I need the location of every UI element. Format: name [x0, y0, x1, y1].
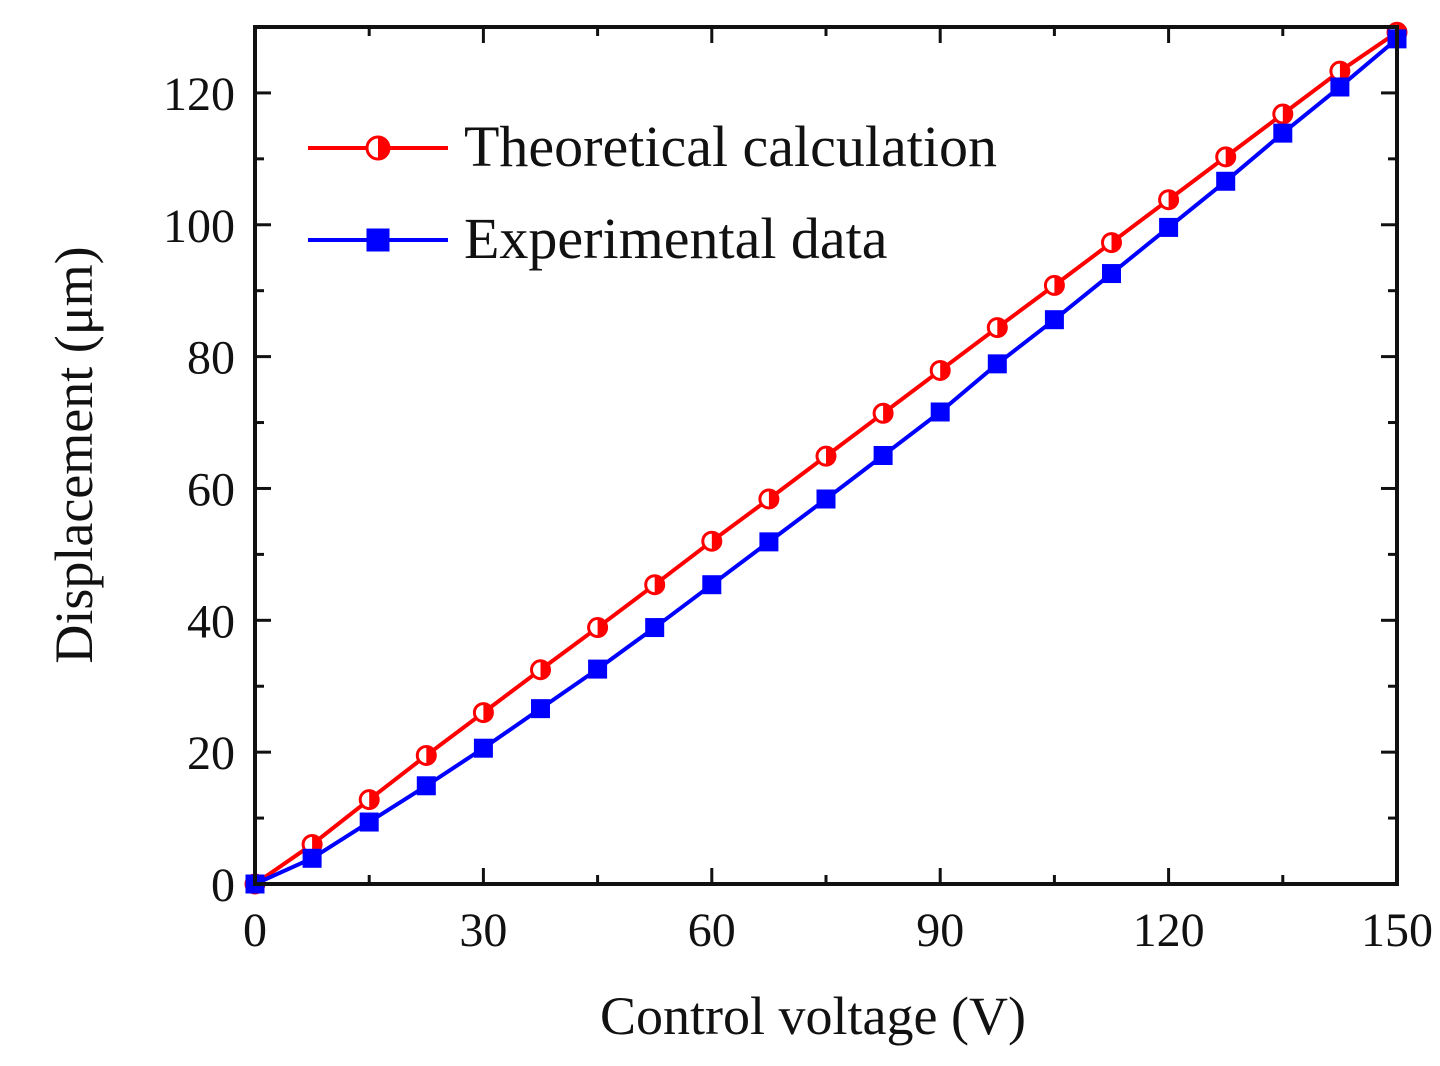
data-point: [359, 812, 379, 832]
data-point: [531, 699, 550, 719]
data-point: [645, 618, 665, 638]
data-point-fill: [1168, 190, 1178, 209]
data-point: [986, 317, 1008, 339]
x-tick-label: 150: [1361, 904, 1433, 957]
data-point: [472, 702, 494, 724]
y-tick-label: 100: [163, 200, 235, 253]
data-point: [701, 530, 723, 552]
y-tick-label: 80: [187, 332, 235, 385]
series-experimental: [245, 29, 1407, 894]
legend-marker-shape-fill: [378, 137, 389, 159]
data-point-fill: [826, 447, 835, 466]
legend-label-theoretical: Theoretical calculation: [464, 114, 997, 179]
x-tick-label: 120: [1133, 904, 1205, 957]
data-point: [759, 532, 779, 552]
data-point-fill: [997, 318, 1007, 337]
data-point: [1158, 189, 1180, 211]
data-point: [1215, 146, 1237, 168]
data-point: [473, 738, 493, 758]
data-point: [587, 617, 609, 639]
data-point-fill: [1111, 233, 1121, 252]
data-point: [416, 776, 436, 796]
data-point: [588, 659, 608, 679]
data-point: [930, 402, 950, 422]
data-point-fill: [883, 404, 893, 423]
data-point-fill: [1339, 62, 1349, 81]
data-point: [1101, 232, 1122, 254]
data-point: [1330, 77, 1350, 97]
data-point: [815, 445, 837, 467]
legend: Theoretical calculation Experimental dat…: [308, 114, 997, 271]
legend-marker-theoretical: [365, 135, 391, 161]
x-axis-title: Control voltage (V): [600, 986, 1026, 1046]
data-point: [644, 574, 666, 596]
legend-label-experimental: Experimental data: [464, 206, 888, 271]
data-point-fill: [540, 660, 550, 679]
data-point: [1272, 103, 1294, 125]
data-point: [1102, 264, 1121, 284]
data-point: [358, 789, 380, 811]
y-tick-label: 60: [187, 463, 235, 516]
data-point: [929, 359, 951, 381]
x-tick-label: 30: [459, 904, 507, 957]
series-layer: [244, 21, 1408, 895]
x-tick-label: 90: [916, 904, 964, 957]
y-tick-label: 0: [211, 859, 235, 912]
y-axis-title: Displacement (μm): [44, 246, 104, 663]
data-point: [816, 489, 836, 509]
data-point-fill: [1225, 147, 1235, 166]
data-point-fill: [426, 746, 436, 765]
data-point: [987, 354, 1007, 374]
data-point: [872, 402, 894, 424]
data-point-fill: [768, 490, 778, 509]
data-point: [1273, 123, 1293, 143]
data-point: [702, 575, 722, 595]
data-point: [873, 446, 893, 465]
data-point: [1044, 310, 1064, 330]
x-tick-label: 60: [688, 904, 736, 957]
legend-marker-shape: [365, 135, 391, 161]
y-tick-label: 20: [187, 727, 235, 780]
data-point: [1329, 60, 1351, 82]
y-tick-label: 120: [163, 68, 235, 121]
data-point: [415, 744, 437, 766]
data-point-fill: [597, 618, 607, 637]
data-point-fill: [711, 532, 721, 551]
data-point: [1159, 217, 1179, 237]
legend-marker-experimental: [366, 228, 390, 252]
data-point-fill: [654, 575, 664, 594]
data-point: [530, 659, 551, 681]
data-point-fill: [483, 703, 493, 722]
data-point: [1043, 274, 1065, 296]
x-tick-label: 0: [243, 904, 267, 957]
tick-layer: 0 30 60 90 120 150 0 20 40 60 80 100 120: [163, 25, 1433, 957]
data-point-fill: [940, 361, 950, 380]
data-point: [758, 488, 780, 510]
data-point: [1216, 171, 1236, 191]
legend-marker-shape: [366, 228, 390, 252]
data-point-fill: [1282, 105, 1292, 124]
data-point: [302, 848, 322, 868]
data-point-fill: [1054, 276, 1064, 295]
y-tick-label: 40: [187, 595, 235, 648]
data-point-fill: [369, 790, 379, 809]
